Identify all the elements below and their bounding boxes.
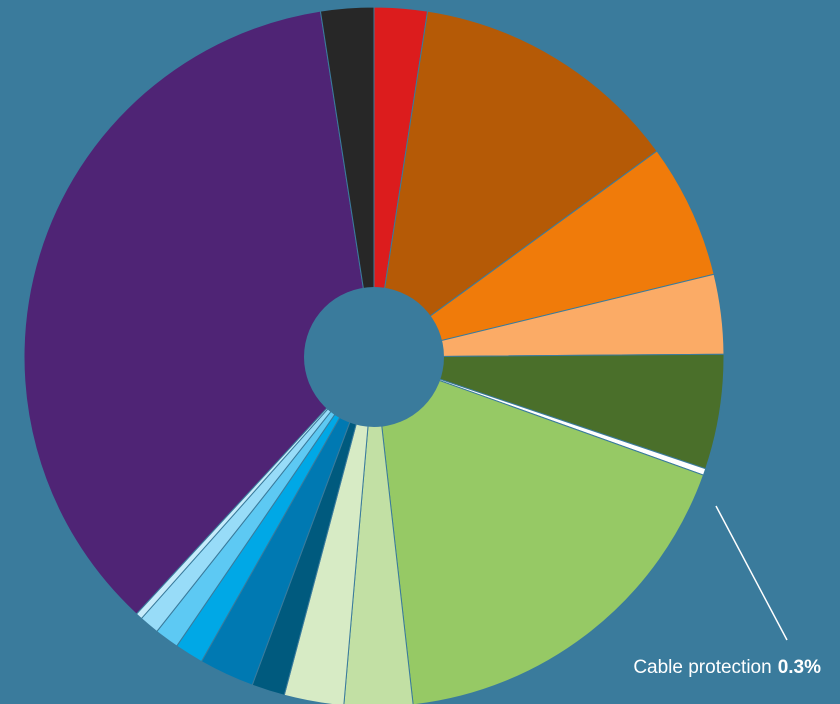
- pie-slice-17: [319, 6, 375, 358]
- donut-hole: [304, 287, 444, 427]
- annotation-value-text: 0.3%: [778, 657, 821, 678]
- pie-slice-3: [373, 150, 715, 358]
- pie-slice-16: [23, 10, 375, 615]
- pie-slice-2: [373, 10, 658, 359]
- annotation-label: Cable protection 0.3%: [633, 657, 821, 678]
- pie-slices: [23, 6, 725, 704]
- pie-slice-8: [343, 356, 414, 704]
- annotation-leader-line: [715, 505, 788, 641]
- pie-slice-7: [373, 356, 705, 704]
- annotation-label-text: Cable protection: [633, 657, 771, 678]
